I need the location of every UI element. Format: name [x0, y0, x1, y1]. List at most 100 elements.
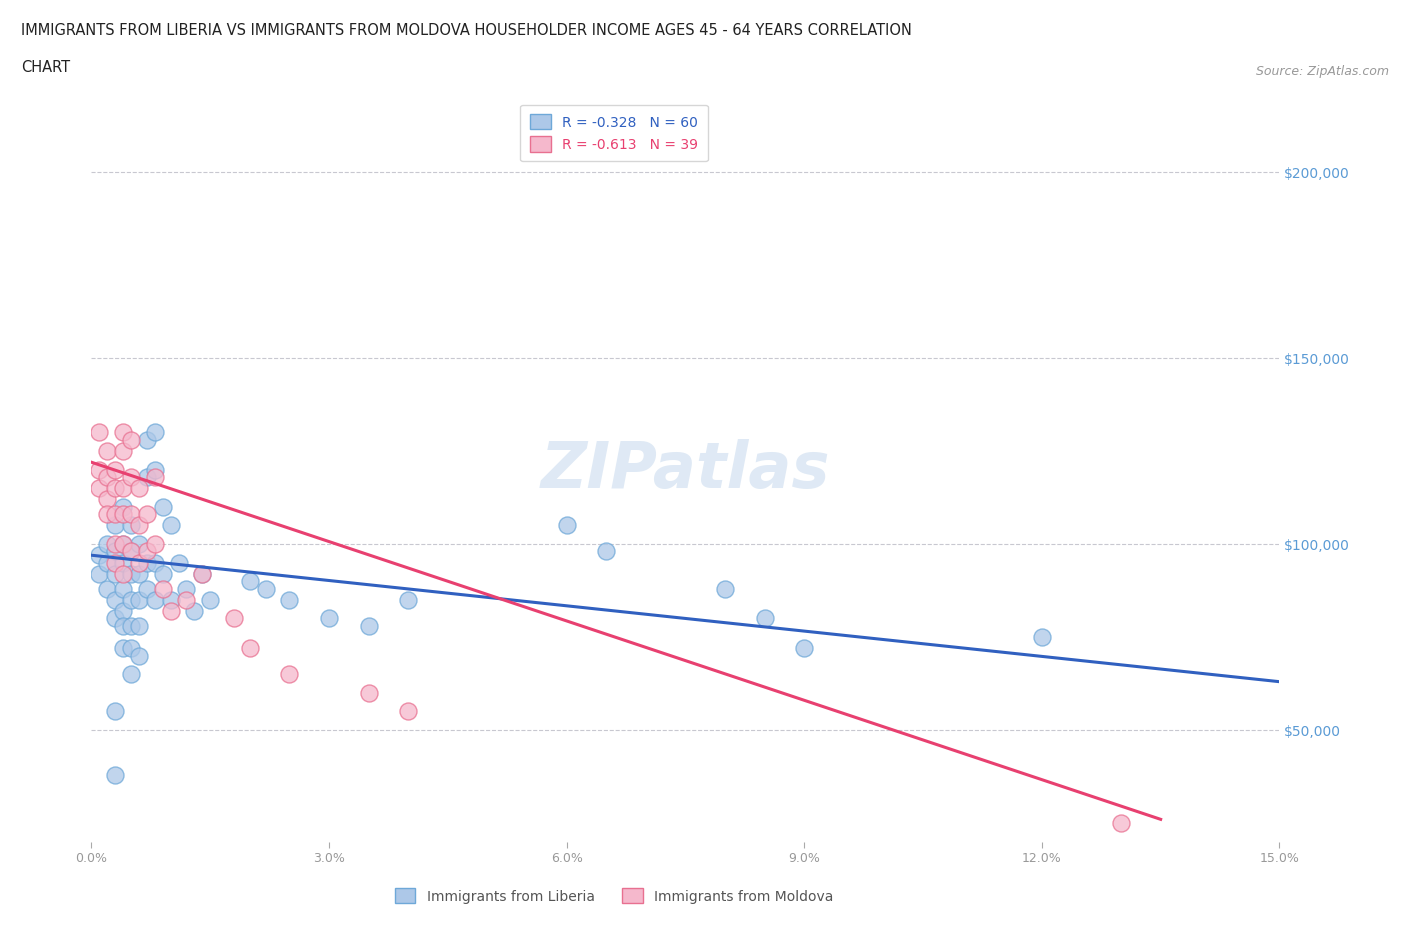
Point — [96, 444, 118, 458]
Point — [128, 648, 150, 663]
Text: IMMIGRANTS FROM LIBERIA VS IMMIGRANTS FROM MOLDOVA HOUSEHOLDER INCOME AGES 45 - : IMMIGRANTS FROM LIBERIA VS IMMIGRANTS FR… — [21, 23, 912, 38]
Point — [135, 544, 157, 559]
Point — [89, 566, 111, 581]
Point — [1031, 630, 1053, 644]
Point — [112, 537, 135, 551]
Point — [222, 611, 245, 626]
Point — [120, 641, 142, 656]
Point — [714, 581, 737, 596]
Point — [239, 641, 262, 656]
Point — [152, 566, 174, 581]
Point — [96, 537, 118, 551]
Point — [135, 432, 157, 447]
Point — [159, 592, 181, 607]
Point — [159, 518, 181, 533]
Point — [128, 618, 150, 633]
Point — [128, 481, 150, 496]
Point — [128, 592, 150, 607]
Point — [104, 518, 127, 533]
Point — [128, 566, 150, 581]
Point — [104, 544, 127, 559]
Point — [135, 470, 157, 485]
Point — [112, 507, 135, 522]
Point — [89, 425, 111, 440]
Point — [112, 499, 135, 514]
Point — [143, 592, 166, 607]
Point — [112, 566, 135, 581]
Point — [176, 592, 198, 607]
Point — [135, 507, 157, 522]
Point — [112, 555, 135, 570]
Point — [104, 704, 127, 719]
Point — [104, 592, 127, 607]
Point — [128, 555, 150, 570]
Point — [128, 518, 150, 533]
Point — [200, 592, 222, 607]
Point — [96, 470, 118, 485]
Point — [793, 641, 815, 656]
Point — [112, 618, 135, 633]
Point — [120, 544, 142, 559]
Point — [143, 462, 166, 477]
Point — [112, 537, 135, 551]
Point — [120, 507, 142, 522]
Point — [112, 581, 135, 596]
Point — [96, 581, 118, 596]
Point — [143, 555, 166, 570]
Point — [595, 544, 617, 559]
Point — [96, 507, 118, 522]
Text: CHART: CHART — [21, 60, 70, 75]
Point — [120, 544, 142, 559]
Point — [120, 470, 142, 485]
Point — [183, 604, 205, 618]
Point — [143, 470, 166, 485]
Point — [120, 432, 142, 447]
Point — [254, 581, 277, 596]
Point — [357, 685, 380, 700]
Point — [104, 555, 127, 570]
Point — [112, 444, 135, 458]
Text: ZIPatlas: ZIPatlas — [541, 439, 830, 500]
Point — [555, 518, 578, 533]
Point — [152, 499, 174, 514]
Point — [104, 507, 127, 522]
Point — [318, 611, 340, 626]
Point — [143, 425, 166, 440]
Point — [159, 604, 181, 618]
Point — [112, 425, 135, 440]
Point — [104, 537, 127, 551]
Point — [278, 667, 301, 682]
Point — [104, 767, 127, 782]
Text: Source: ZipAtlas.com: Source: ZipAtlas.com — [1256, 65, 1389, 78]
Point — [120, 618, 142, 633]
Point — [1109, 816, 1132, 830]
Point — [120, 566, 142, 581]
Point — [357, 618, 380, 633]
Legend: Immigrants from Liberia, Immigrants from Moldova: Immigrants from Liberia, Immigrants from… — [389, 883, 839, 910]
Point — [104, 462, 127, 477]
Point — [396, 592, 419, 607]
Point — [112, 641, 135, 656]
Point — [120, 667, 142, 682]
Point — [135, 555, 157, 570]
Point — [754, 611, 776, 626]
Point — [120, 518, 142, 533]
Point — [96, 555, 118, 570]
Point — [120, 592, 142, 607]
Point — [89, 548, 111, 563]
Point — [112, 604, 135, 618]
Point — [112, 481, 135, 496]
Point — [191, 566, 214, 581]
Point — [143, 537, 166, 551]
Point — [152, 581, 174, 596]
Point — [167, 555, 190, 570]
Point — [191, 566, 214, 581]
Point — [278, 592, 301, 607]
Point — [128, 537, 150, 551]
Point — [96, 492, 118, 507]
Point — [89, 462, 111, 477]
Point — [89, 481, 111, 496]
Point — [135, 581, 157, 596]
Point — [104, 481, 127, 496]
Point — [176, 581, 198, 596]
